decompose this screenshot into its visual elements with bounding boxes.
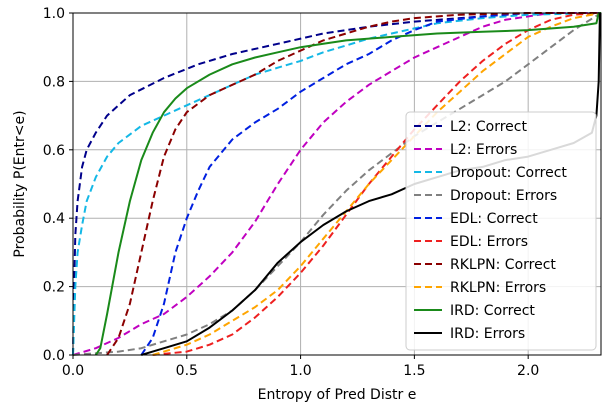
legend-entry: IRD: Errors — [450, 326, 525, 342]
series-line-dropout-errors — [72, 12, 602, 356]
legend-box — [405, 111, 597, 351]
y-tick-label: 0.0 — [43, 348, 65, 364]
x-axis-ticks: 0.0 0.5 1.0 1.5 2.0 — [62, 355, 539, 379]
y-tick-label: 1.0 — [43, 6, 65, 22]
series-line-rklpn-errors — [152, 12, 602, 356]
legend-entry: EDL: Errors — [450, 234, 528, 250]
legend-entry: L2: Correct — [450, 119, 527, 135]
x-tick-label: 0.5 — [176, 363, 198, 379]
x-tick-label: 2.0 — [517, 363, 539, 379]
x-axis-title: Entropy of Pred Distr e — [258, 387, 417, 403]
x-tick-label: 1.5 — [403, 363, 425, 379]
series-line-l2-errors — [72, 12, 601, 356]
legend-entry: EDL: Correct — [450, 211, 538, 227]
y-axis-title: Probability P(Entr<e) — [12, 110, 28, 257]
legend-entry: RKLPN: Correct — [450, 257, 556, 273]
y-axis-ticks: 0.0 0.2 0.4 0.6 0.8 1.0 — [43, 6, 73, 364]
y-tick-label: 0.6 — [43, 143, 65, 159]
series-line-dropout-correct — [72, 12, 602, 356]
x-tick-label: 0.0 — [62, 363, 84, 379]
series-line-ird-correct — [94, 12, 601, 356]
y-tick-label: 0.8 — [43, 74, 65, 90]
legend-entry: IRD: Correct — [450, 303, 535, 319]
y-tick-label: 0.4 — [43, 211, 65, 227]
series-line-l2-correct — [72, 12, 601, 356]
legend-entry: RKLPN: Errors — [450, 280, 546, 296]
plot-frame — [72, 12, 602, 356]
series-line-rklpn-correct — [106, 12, 601, 356]
legend: L2: Correct L2: Errors Dropout: Correct Dro… — [405, 111, 597, 351]
x-tick-label: 1.0 — [289, 363, 311, 379]
legend-entry: Dropout: Correct — [450, 165, 567, 181]
legend-entry: Dropout: Errors — [450, 188, 557, 204]
y-tick-label: 0.2 — [43, 280, 65, 296]
legend-entry: L2: Errors — [450, 142, 517, 158]
series-line-edl-correct — [140, 12, 601, 356]
